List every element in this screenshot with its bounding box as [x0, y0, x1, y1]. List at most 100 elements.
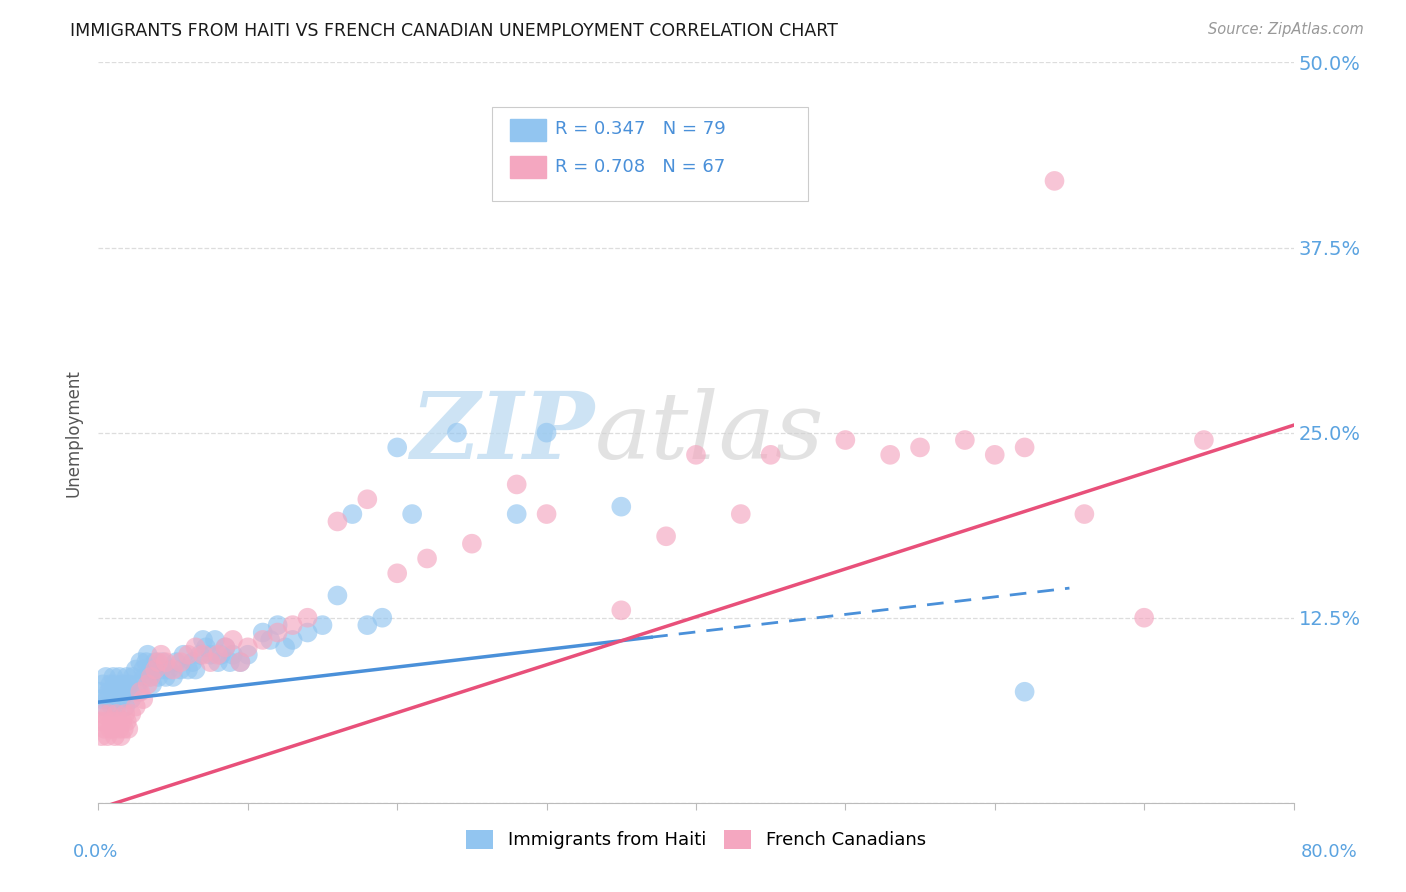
- Point: [136, 648, 159, 662]
- Point: [169, 655, 191, 669]
- Point: [536, 507, 558, 521]
- Point: [297, 625, 319, 640]
- Point: [1014, 685, 1036, 699]
- Point: [274, 640, 297, 655]
- Text: R = 0.347   N = 79: R = 0.347 N = 79: [555, 120, 725, 138]
- Point: [207, 648, 229, 662]
- Point: [112, 685, 135, 699]
- Point: [229, 655, 252, 669]
- Point: [834, 433, 856, 447]
- Point: [107, 714, 129, 729]
- Point: [953, 433, 976, 447]
- Point: [222, 632, 245, 647]
- Point: [148, 655, 170, 669]
- Point: [96, 692, 118, 706]
- Point: [114, 699, 136, 714]
- Point: [685, 448, 707, 462]
- Point: [103, 685, 125, 699]
- Point: [155, 670, 177, 684]
- Point: [281, 632, 304, 647]
- Point: [214, 640, 236, 655]
- Point: [655, 529, 678, 543]
- Point: [1014, 441, 1036, 455]
- Point: [610, 603, 633, 617]
- Text: 80.0%: 80.0%: [1301, 843, 1357, 861]
- Point: [93, 722, 115, 736]
- Point: [984, 448, 1007, 462]
- Point: [209, 648, 232, 662]
- Point: [112, 722, 135, 736]
- Point: [1073, 507, 1095, 521]
- Point: [416, 551, 439, 566]
- Point: [191, 632, 214, 647]
- Point: [104, 729, 127, 743]
- Point: [90, 692, 112, 706]
- Point: [184, 640, 207, 655]
- Point: [139, 663, 162, 677]
- Point: [204, 632, 226, 647]
- Point: [371, 610, 394, 624]
- Y-axis label: Unemployment: Unemployment: [65, 368, 83, 497]
- Text: IMMIGRANTS FROM HAITI VS FRENCH CANADIAN UNEMPLOYMENT CORRELATION CHART: IMMIGRANTS FROM HAITI VS FRENCH CANADIAN…: [70, 22, 838, 40]
- Point: [101, 714, 124, 729]
- Point: [506, 507, 529, 521]
- Point: [110, 692, 132, 706]
- Point: [152, 655, 174, 669]
- Point: [117, 677, 139, 691]
- Point: [150, 648, 173, 662]
- Point: [506, 477, 529, 491]
- Point: [132, 663, 155, 677]
- Point: [94, 714, 117, 729]
- Point: [129, 685, 152, 699]
- Point: [103, 722, 125, 736]
- Point: [1133, 610, 1156, 624]
- Point: [446, 425, 468, 440]
- Point: [252, 625, 274, 640]
- Point: [200, 655, 222, 669]
- Point: [128, 685, 150, 699]
- Point: [89, 714, 111, 729]
- Point: [908, 441, 931, 455]
- Point: [184, 663, 207, 677]
- Point: [169, 663, 191, 677]
- Point: [120, 692, 142, 706]
- Point: [162, 670, 184, 684]
- Point: [139, 670, 162, 684]
- Point: [207, 655, 229, 669]
- Point: [188, 648, 211, 662]
- Point: [150, 663, 173, 677]
- Point: [125, 663, 148, 677]
- Point: [114, 706, 136, 721]
- Point: [311, 618, 333, 632]
- Text: atlas: atlas: [595, 388, 824, 477]
- Point: [129, 655, 152, 669]
- Point: [91, 706, 114, 721]
- Point: [108, 722, 131, 736]
- Point: [115, 670, 138, 684]
- Point: [162, 663, 184, 677]
- Point: [105, 706, 128, 721]
- Point: [103, 670, 125, 684]
- Point: [401, 507, 423, 521]
- Point: [879, 448, 901, 462]
- Point: [173, 648, 195, 662]
- Point: [177, 648, 200, 662]
- Point: [252, 632, 274, 647]
- Point: [97, 706, 120, 721]
- Point: [135, 655, 157, 669]
- Point: [342, 507, 364, 521]
- Point: [104, 677, 127, 691]
- Point: [93, 699, 115, 714]
- Point: [98, 722, 122, 736]
- Point: [267, 625, 290, 640]
- Point: [121, 670, 143, 684]
- Point: [219, 655, 242, 669]
- Point: [89, 685, 111, 699]
- Point: [120, 706, 142, 721]
- Point: [96, 729, 118, 743]
- Point: [105, 699, 128, 714]
- Point: [326, 589, 349, 603]
- Point: [117, 722, 139, 736]
- Point: [101, 699, 124, 714]
- Point: [134, 670, 156, 684]
